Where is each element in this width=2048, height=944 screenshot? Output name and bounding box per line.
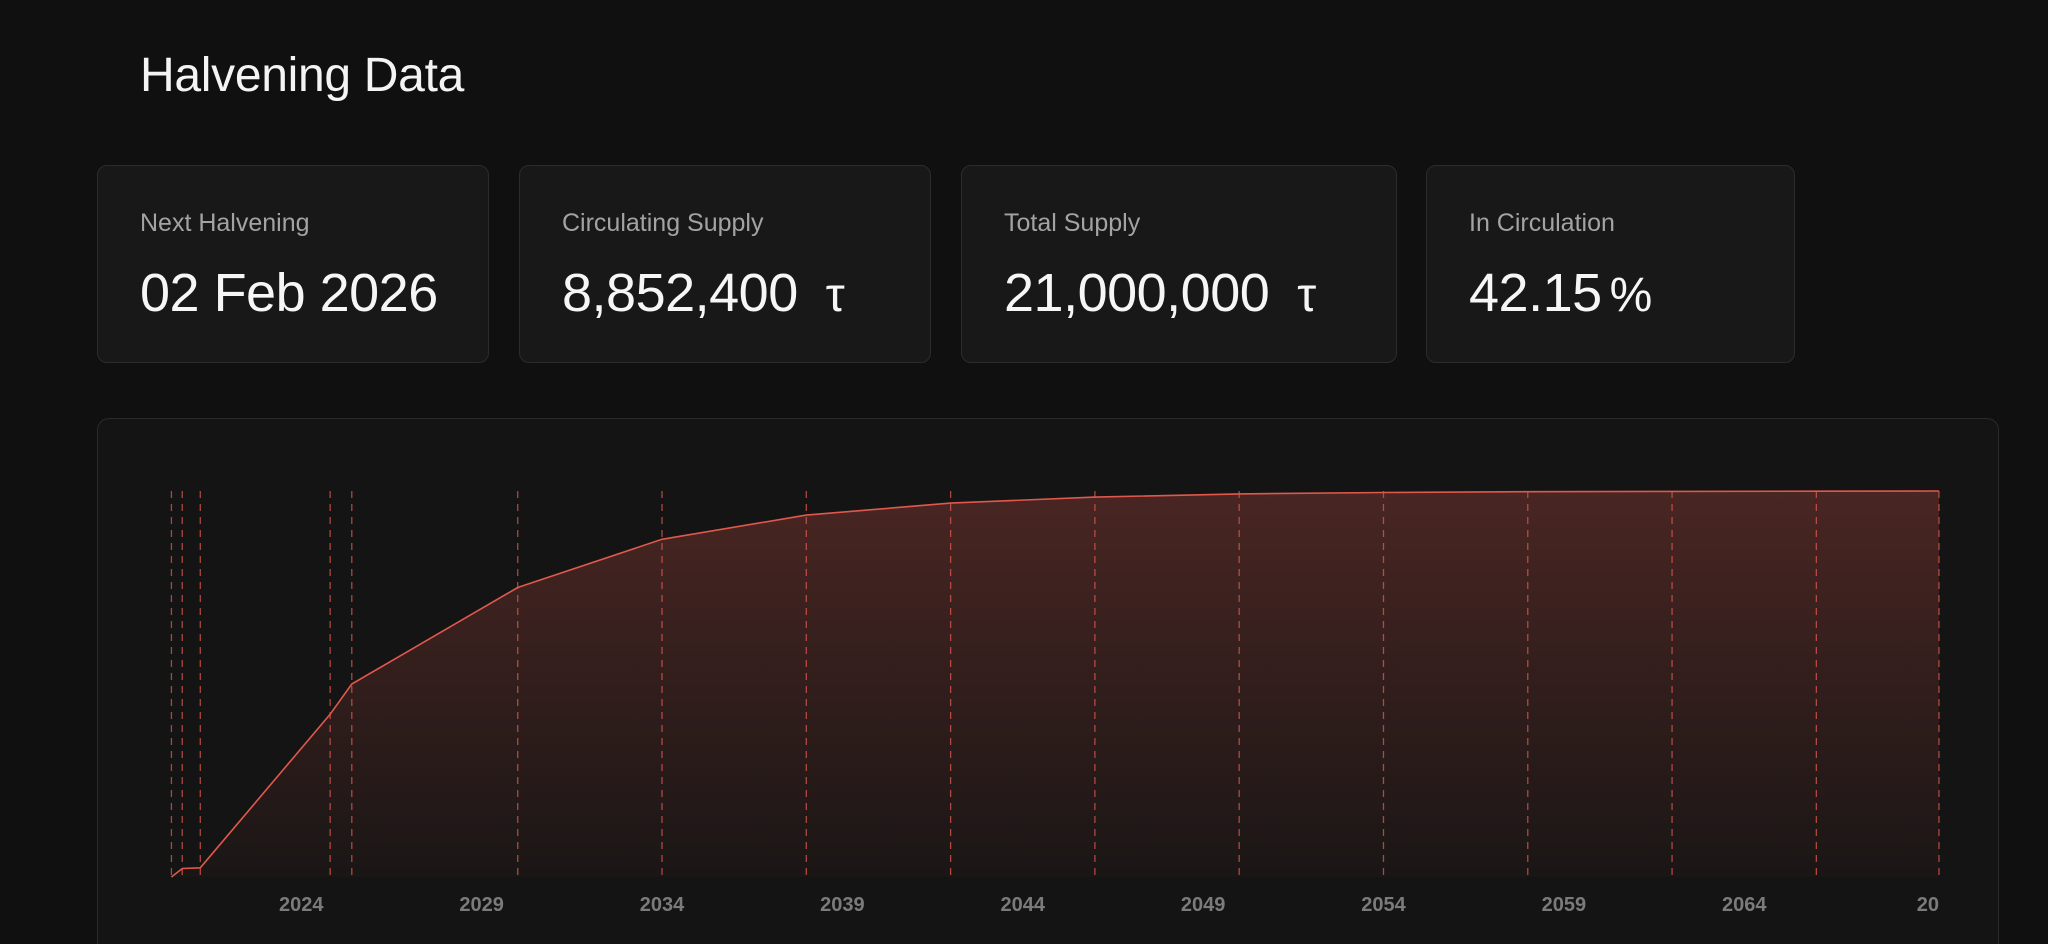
x-tick-label: 2039	[820, 894, 865, 916]
stat-label: Next Halvening	[140, 209, 310, 237]
x-tick-label: 2024	[279, 894, 324, 916]
stat-card-in-circulation: In Circulation 42.15 %	[1426, 165, 1795, 363]
x-tick-label: 2044	[1000, 894, 1045, 916]
percent-unit: %	[1609, 269, 1653, 322]
stat-value: 8,852,400	[562, 263, 798, 323]
stat-value: 42.15	[1469, 263, 1602, 323]
stat-value-row: 8,852,400 τ	[562, 258, 845, 331]
tao-unit-icon: τ	[825, 269, 845, 322]
stat-value-row: 42.15 %	[1469, 258, 1652, 331]
stat-label: In Circulation	[1469, 209, 1615, 237]
x-axis-ticks: 2024 2029 2034 2039 2044 2049 2054 2059 2064 20	[279, 894, 1939, 916]
x-tick-label: 20	[1917, 894, 1939, 916]
x-tick-label: 2049	[1181, 894, 1226, 916]
x-tick-label: 2059	[1542, 894, 1587, 916]
stat-value-row: 21,000,000 τ	[1004, 258, 1316, 331]
supply-chart-panel: 2024 2029 2034 2039 2044 2049 2054 2059 2064 20	[97, 418, 1999, 944]
supply-line	[170, 490, 1940, 878]
supply-chart: 2024 2029 2034 2039 2044 2049 2054 2059 2064 20	[170, 490, 1940, 916]
supply-area	[171, 491, 1939, 877]
stat-label: Circulating Supply	[562, 209, 764, 237]
stat-label: Total Supply	[1004, 209, 1141, 237]
stat-card-circulating-supply: Circulating Supply 8,852,400 τ	[519, 165, 931, 363]
stat-value: 21,000,000	[1004, 263, 1270, 323]
page-title: Halvening Data	[140, 49, 464, 102]
stat-card-total-supply: Total Supply 21,000,000 τ	[961, 165, 1397, 363]
stat-card-next-halvening: Next Halvening 02 Feb 2026	[97, 165, 489, 363]
x-tick-label: 2064	[1722, 894, 1767, 916]
tao-unit-icon: τ	[1297, 269, 1317, 322]
stat-value: 02 Feb 2026	[140, 263, 438, 323]
stat-value-row: 02 Feb 2026	[140, 258, 438, 328]
x-tick-label: 2054	[1361, 894, 1406, 916]
x-tick-label: 2029	[459, 894, 504, 916]
x-tick-label: 2034	[640, 894, 685, 916]
